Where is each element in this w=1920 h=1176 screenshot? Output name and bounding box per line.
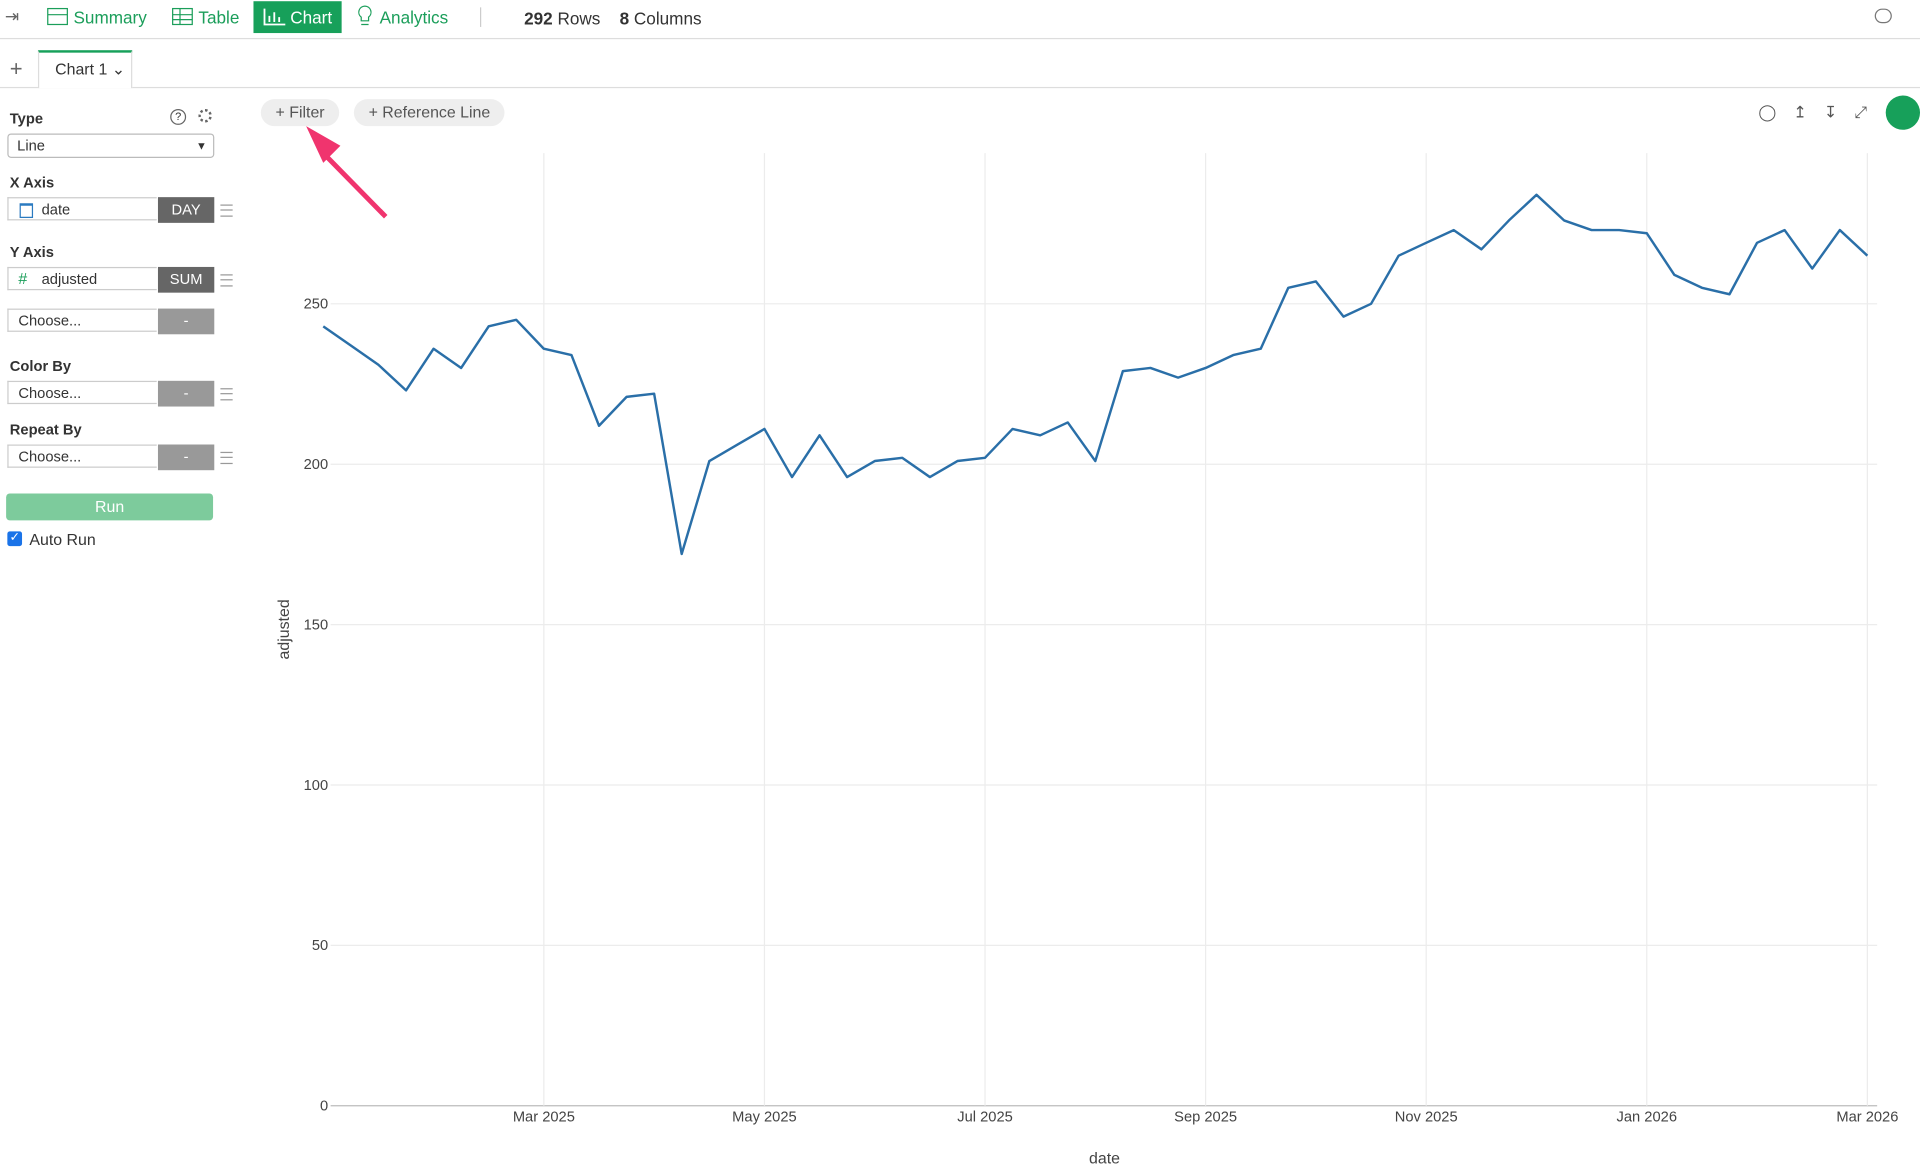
tab-analytics[interactable]: Analytics	[379, 7, 449, 27]
chart-tab-label: Chart 1	[55, 60, 108, 79]
tab-icons	[47, 7, 68, 26]
icon-path	[358, 5, 372, 26]
x-tick-label: Jan 2026	[1617, 1110, 1677, 1126]
icon-rect	[172, 7, 193, 26]
repeat-label: Repeat By	[9, 421, 82, 439]
x-menu[interactable]	[220, 204, 233, 217]
y-tick-label: 50	[312, 938, 328, 954]
columns-label: Columns	[633, 8, 702, 29]
help-icon[interactable]: ?	[170, 108, 187, 125]
tab-summary[interactable]: Summary	[73, 7, 147, 27]
x-tick-label: Nov 2025	[1395, 1110, 1458, 1126]
chart-icon	[263, 8, 286, 26]
y-field[interactable]: adjusted	[7, 266, 157, 291]
type-label: Type	[9, 110, 44, 128]
repeat-field[interactable]: Choose...	[7, 444, 157, 468]
add-chart[interactable]: +	[9, 56, 23, 81]
x-tick-label: Mar 2025	[513, 1110, 575, 1126]
analytics-icon	[358, 5, 372, 26]
y-axis-label: Y Axis	[9, 243, 54, 261]
icon-path	[263, 8, 286, 26]
y2-field[interactable]: Choose...	[7, 308, 157, 332]
auto-run-label: Auto Run	[29, 530, 96, 549]
summary-icon	[47, 7, 68, 26]
y-tick-label: 250	[304, 297, 329, 313]
comment-icon[interactable]	[1874, 8, 1892, 24]
tab-chart[interactable]: Chart	[253, 1, 342, 34]
run-button[interactable]: Run	[6, 493, 214, 521]
x-tick-label: Mar 2026	[1836, 1110, 1898, 1126]
chart-actions: ◯↥↧⤢	[1758, 102, 1885, 122]
number-icon: #	[18, 269, 28, 288]
chart-tabbar	[0, 86, 1920, 89]
columns-info: 8 Columns	[620, 9, 702, 29]
x-tick-label: May 2025	[732, 1110, 797, 1126]
type-select[interactable]: Line ▼	[7, 133, 215, 158]
x-axis-title: date	[1089, 1150, 1120, 1167]
data-line	[322, 193, 1869, 556]
settings-icon[interactable]	[198, 108, 212, 123]
x-tick-label: Jul 2025	[957, 1110, 1013, 1126]
color-field[interactable]: Choose...	[7, 380, 157, 405]
color-agg[interactable]: -	[157, 380, 215, 407]
y-tick-label: 200	[304, 457, 329, 473]
type-value: Line	[17, 137, 45, 155]
x-field[interactable]: date	[7, 197, 157, 221]
y-tick-label: 0	[320, 1099, 328, 1115]
repeat-agg[interactable]: -	[157, 444, 215, 471]
auto-run-checkbox[interactable]: ✓	[7, 531, 23, 547]
divider	[480, 7, 482, 27]
y-axis-title: adjusted	[276, 599, 293, 659]
calendar-icon	[19, 203, 34, 218]
rows-label: Rows	[557, 8, 601, 29]
color-menu[interactable]	[220, 388, 233, 401]
y2-agg[interactable]: -	[157, 308, 215, 335]
repeat-menu[interactable]	[220, 451, 233, 465]
rows-count: 292	[524, 8, 553, 29]
x-axis-label: X Axis	[9, 173, 55, 192]
table-icon	[172, 7, 193, 26]
arrow-shaft	[319, 148, 388, 219]
filter-button[interactable]: + Filter	[260, 99, 340, 127]
top-bar	[0, 0, 1920, 40]
y-menu[interactable]	[220, 274, 233, 287]
pin-button[interactable]	[1885, 95, 1920, 130]
x-tick-label: Sep 2025	[1174, 1110, 1237, 1126]
x-agg[interactable]: DAY	[157, 197, 215, 223]
chart-tab[interactable]: Chart 1 ⌄	[37, 50, 133, 89]
annotation-arrow	[306, 126, 388, 219]
rows-info: 292 Rows	[524, 9, 600, 29]
reference-line-button[interactable]: + Reference Line	[353, 99, 505, 127]
color-label: Color By	[9, 357, 72, 375]
y-tick-label: 150	[304, 617, 329, 633]
arrow-head	[306, 126, 341, 163]
y-agg[interactable]: SUM	[157, 266, 215, 293]
collapse-icon[interactable]: ⇥	[4, 6, 20, 26]
tab-table[interactable]: Table	[198, 7, 240, 27]
columns-count: 8	[619, 8, 630, 29]
y-tick-label: 100	[304, 778, 329, 794]
